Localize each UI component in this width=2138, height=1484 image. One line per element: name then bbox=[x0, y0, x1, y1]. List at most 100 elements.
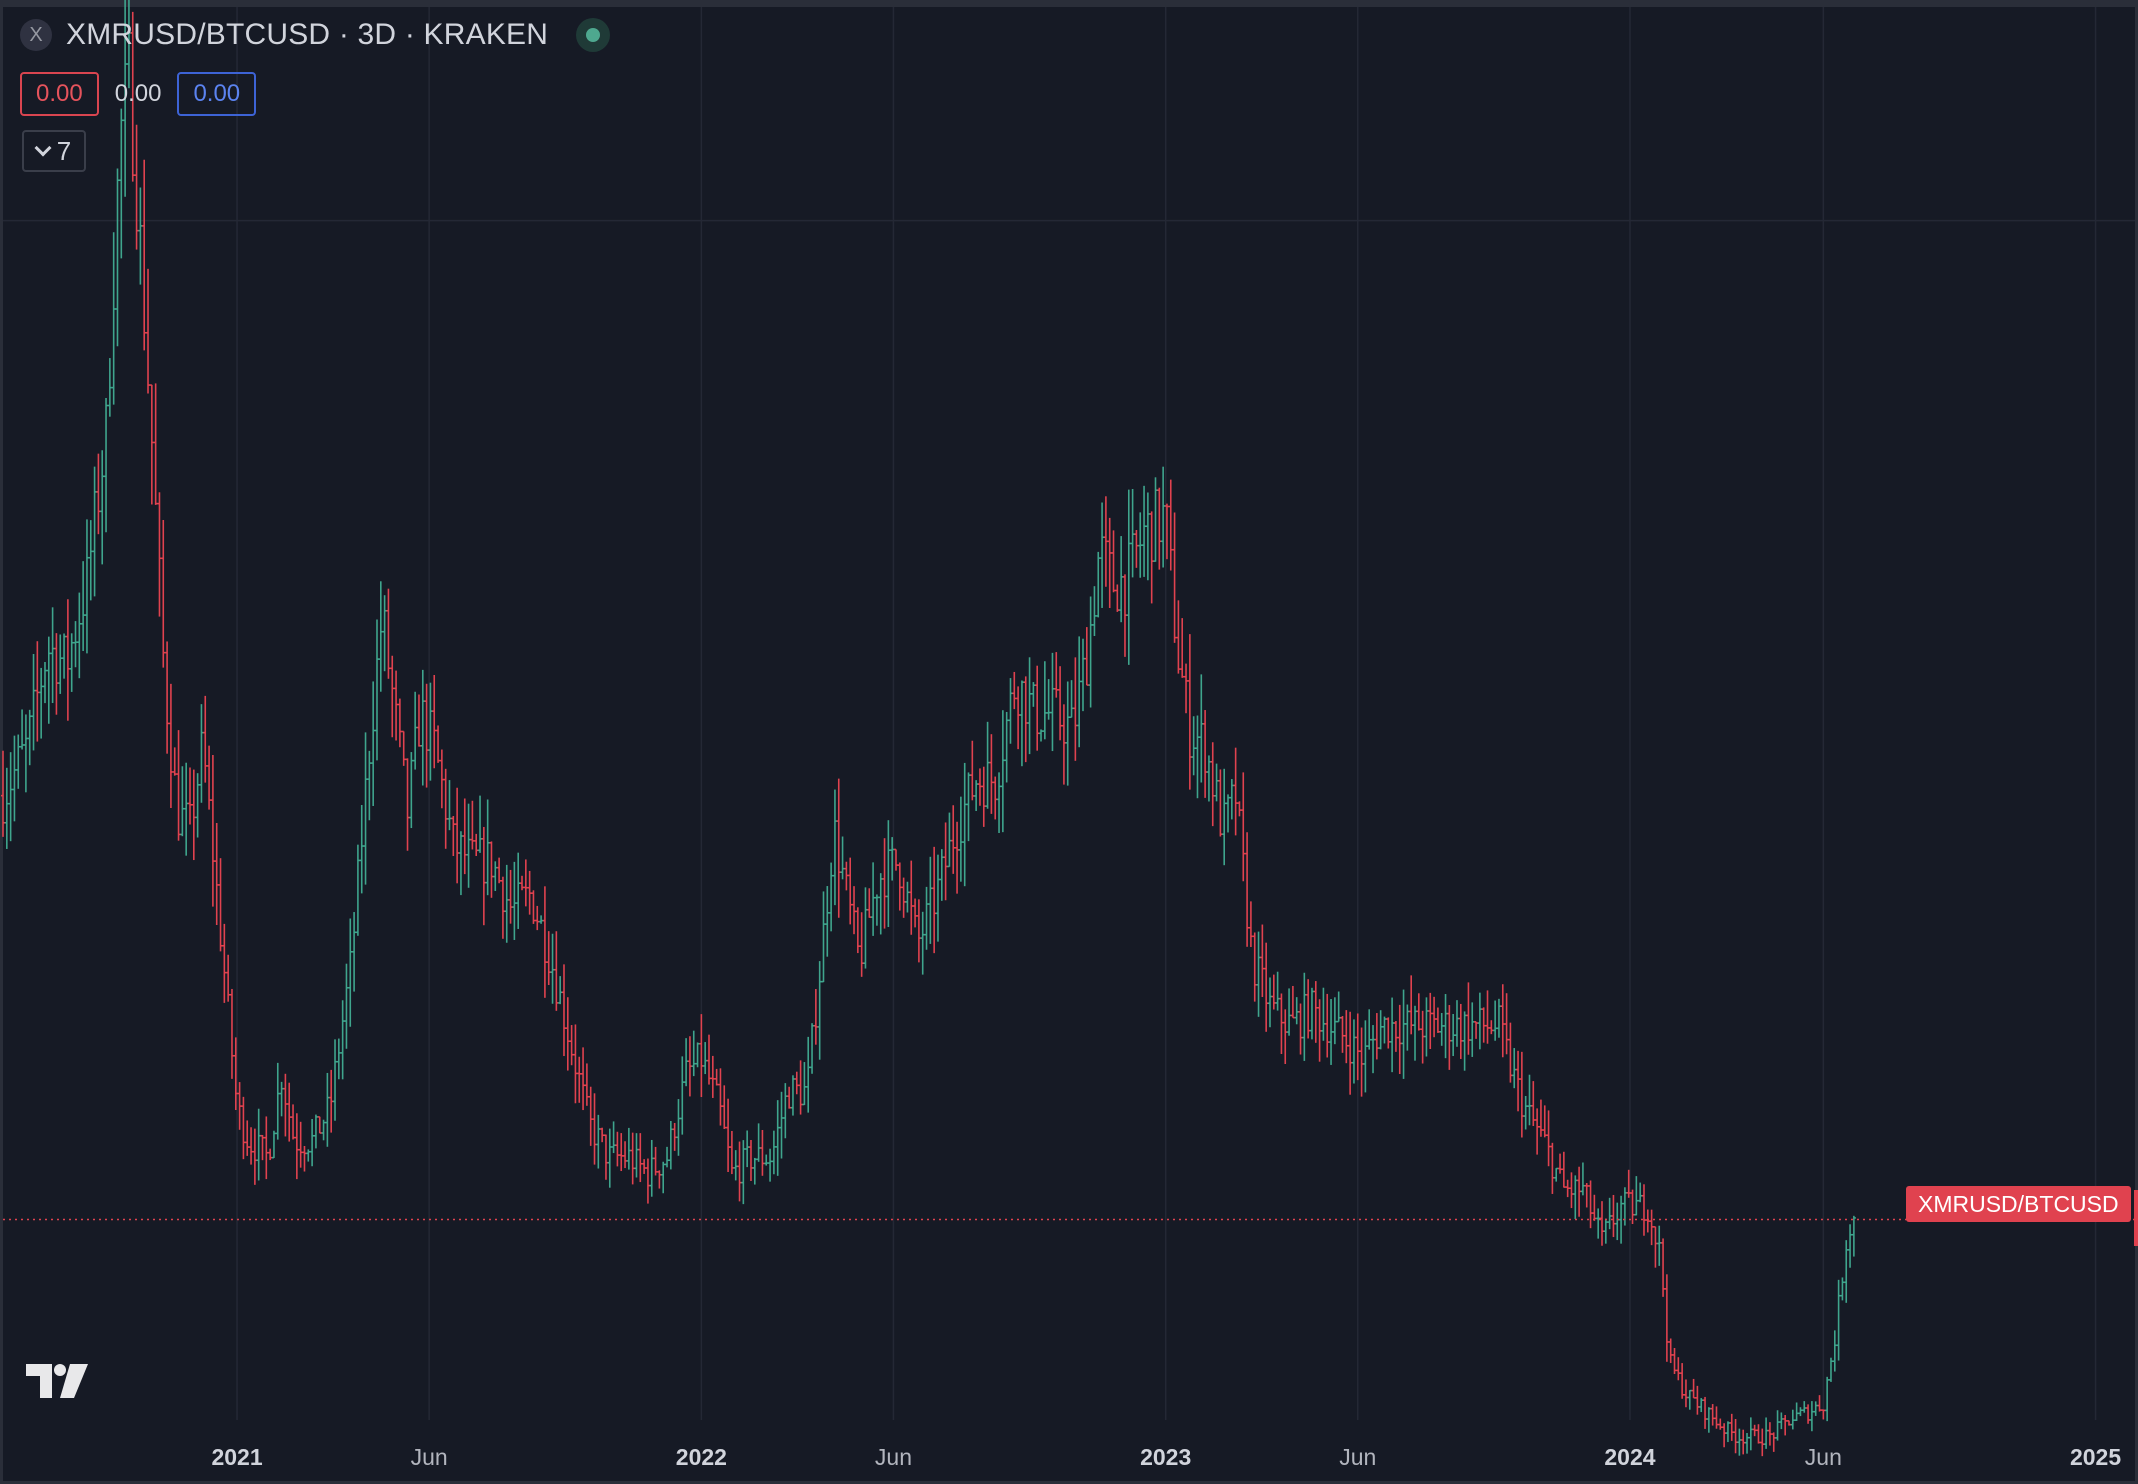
ohlc-bar bbox=[1115, 584, 1120, 612]
ohlc-bar bbox=[1496, 998, 1501, 1038]
ohlc-bar bbox=[1828, 1357, 1833, 1382]
ohlc-bar bbox=[1645, 1209, 1650, 1233]
ohlc-bar bbox=[104, 397, 109, 533]
ohlc-bar bbox=[832, 789, 837, 906]
ohlc-bar bbox=[573, 1024, 578, 1104]
ohlc-bar bbox=[1516, 1050, 1521, 1112]
ohlc-bar bbox=[1267, 977, 1272, 1028]
ohlc-bar bbox=[1794, 1402, 1799, 1422]
tradingview-logo-icon[interactable] bbox=[26, 1364, 88, 1403]
ohlc-bar bbox=[1848, 1224, 1853, 1268]
ohlc-bar bbox=[107, 358, 112, 417]
ohlc-bar bbox=[20, 709, 25, 750]
ohlc-bar bbox=[1332, 997, 1337, 1045]
x-icon-glyph: X bbox=[29, 23, 43, 46]
ohlc-bar bbox=[928, 856, 933, 944]
symbol-title[interactable]: XMRUSD/BTCUSD · 3D · KRAKEN bbox=[66, 18, 549, 51]
ohlc-bar bbox=[458, 831, 463, 896]
ohlc-bar bbox=[394, 670, 399, 741]
ohlc-bar bbox=[1298, 1003, 1303, 1055]
ohlc-bar bbox=[1142, 485, 1147, 577]
ohlc-bar bbox=[4, 767, 9, 849]
ohlc-bar bbox=[970, 740, 975, 801]
ohlc-bar bbox=[92, 466, 97, 597]
ohlc-bar bbox=[1321, 987, 1326, 1041]
ohlc-bar bbox=[1229, 779, 1234, 820]
ohlc-bar bbox=[905, 881, 910, 913]
ohlc-bar bbox=[1821, 1409, 1826, 1420]
x-axis-ticks: 2021 Jun 2022 Jun 2023 Jun 2024 Jun 2025 bbox=[211, 1444, 2121, 1470]
ohlc-bar bbox=[12, 735, 17, 822]
ohlc-bar bbox=[1214, 763, 1219, 802]
ohlc-bar bbox=[413, 691, 418, 770]
ohlc-bar bbox=[348, 918, 353, 1027]
ohlc-bar bbox=[283, 1073, 288, 1137]
ohlc-bar bbox=[1722, 1423, 1727, 1448]
ohlc-bar bbox=[558, 976, 563, 1005]
ohlc-bar bbox=[1672, 1347, 1677, 1375]
ohlc-bar bbox=[1500, 984, 1505, 1058]
ohlc-bar bbox=[447, 780, 452, 831]
ohlc-bar bbox=[1748, 1417, 1753, 1451]
ohlc-bar bbox=[1470, 1002, 1475, 1057]
ohlc-bar bbox=[1447, 1005, 1452, 1070]
ohlc-bar bbox=[1287, 988, 1292, 1036]
ohlc-bar bbox=[69, 633, 74, 692]
x-icon[interactable]: X bbox=[20, 19, 52, 51]
ohlc-bar bbox=[1817, 1395, 1822, 1412]
ohlc-bar bbox=[603, 1134, 608, 1180]
ohlc-bar bbox=[1161, 466, 1166, 568]
ohlc-bar bbox=[1481, 1007, 1486, 1043]
ohlc-bar bbox=[1077, 636, 1082, 748]
ohlc-bar bbox=[840, 836, 845, 880]
ohlc-bar bbox=[439, 749, 444, 809]
ohlc-bar bbox=[184, 762, 189, 856]
ohlc-bar bbox=[1813, 1401, 1818, 1416]
ohlc-bar bbox=[1363, 1020, 1368, 1093]
ohlc-bar bbox=[1413, 1005, 1418, 1061]
ohlc-bar bbox=[1790, 1409, 1795, 1430]
ohlc-bar bbox=[1695, 1385, 1700, 1415]
ohlc-bar bbox=[699, 1014, 704, 1098]
indicators-collapse-button[interactable]: 7 bbox=[22, 130, 86, 172]
ohlc-bar bbox=[974, 780, 979, 812]
ohlc-bar bbox=[1458, 1003, 1463, 1059]
ohlc-bar bbox=[890, 837, 895, 881]
ohlc-bar bbox=[1386, 1017, 1391, 1049]
ohlc-bar bbox=[1096, 551, 1101, 618]
ohlc-bar bbox=[298, 1121, 303, 1168]
ohlc-bar bbox=[329, 1069, 334, 1133]
ohlc-bar bbox=[1718, 1418, 1723, 1430]
ohlc-bar bbox=[867, 888, 872, 918]
ohlc-bar bbox=[874, 894, 879, 926]
ohlc-bar bbox=[180, 766, 185, 837]
ohlc-bar bbox=[382, 595, 387, 672]
ohlc-bar bbox=[1611, 1194, 1616, 1238]
ohlc-bar bbox=[1836, 1279, 1841, 1361]
x-tick-label: 2023 bbox=[1140, 1444, 1191, 1470]
ohlc-bar bbox=[581, 1047, 586, 1111]
ohlc-bar bbox=[1779, 1412, 1784, 1430]
ohlc-bar bbox=[1714, 1406, 1719, 1429]
ohlc-bar bbox=[1565, 1179, 1570, 1198]
ohlc-bar bbox=[813, 989, 818, 1045]
ohlc-bar bbox=[764, 1154, 769, 1166]
ohlc-bar bbox=[714, 1068, 719, 1086]
ohlc-bar bbox=[1493, 1000, 1498, 1041]
ohlc-bar bbox=[249, 1127, 254, 1165]
ohlc-bar bbox=[1260, 924, 1265, 998]
ohlc-bar bbox=[1512, 1048, 1517, 1089]
ohlc-bar bbox=[42, 661, 47, 704]
ohlc-bar bbox=[893, 848, 898, 871]
ohlc-bar bbox=[600, 1127, 605, 1143]
ohlc-bar bbox=[802, 1062, 807, 1106]
ohlc-bar bbox=[1294, 997, 1299, 1025]
ohlc-bar bbox=[271, 1130, 276, 1159]
ohlc-bar bbox=[1, 750, 5, 837]
ohlc-bar bbox=[161, 520, 166, 668]
ohlc-bar bbox=[1607, 1197, 1612, 1230]
ohlc-bar bbox=[825, 886, 830, 957]
ohlc-bar bbox=[958, 796, 963, 882]
ohlc-bar bbox=[1584, 1183, 1589, 1208]
